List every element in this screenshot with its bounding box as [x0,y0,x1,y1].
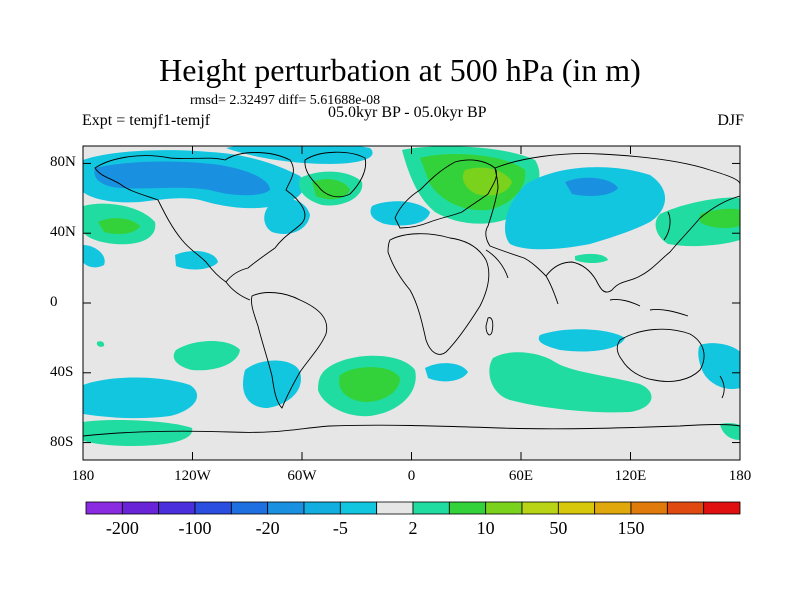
period-label: 05.0kyr BP - 05.0kyr BP [328,104,487,121]
colorbar-box [230,501,269,515]
x-tick-label: 180 [71,468,95,484]
y-tick-label: 0 [50,294,58,310]
colorbar-label: 10 [476,518,495,538]
y-tick-label: 80N [50,154,76,171]
colorbar-box [339,501,378,515]
colorbar-label: -5 [332,518,348,538]
x-tick-label: 0 [407,468,416,484]
x-tick-label: 180 [728,468,752,484]
season-label: DJF [717,112,744,129]
colorbar-label: -20 [255,518,280,538]
colorbar-box [85,501,123,515]
experiment-label: Expt = temjf1-temjf [82,112,211,129]
tick-marks [82,146,741,460]
colorbar-box [485,501,523,515]
colorbar-box [194,501,232,515]
stats-text: rmsd= 2.32497 diff= 5.61688e-08 [190,93,381,108]
colorbar-label: 2 [408,518,418,538]
colorbar-box [666,501,705,515]
colorbar-box [630,501,668,515]
colorbar-box [267,501,305,515]
colorbar-box [303,501,341,515]
y-tick-label: 80S [50,433,74,450]
colorbar-label: 150 [617,518,645,538]
x-tick-label: 60W [287,468,317,484]
colorbar-label: -100 [178,518,212,538]
colorbar-box [158,501,196,515]
colorbar-box [412,501,450,515]
coastline-layer [83,151,740,437]
colorbar-box [703,501,741,515]
y-tick-label: 40N [50,224,76,241]
colorbar-box [448,501,487,515]
colorbar [85,501,741,515]
colorbar-box [121,501,160,515]
x-tick-label: 60E [508,468,534,484]
plot-title: Height perturbation at 500 hPa (in m) [159,52,641,88]
colorbar-label: -200 [105,518,139,538]
y-tick-label: 40S [50,363,74,380]
x-tick-label: 120E [614,468,647,484]
colorbar-box [521,501,559,515]
colorbar-box [594,501,632,515]
colorbar-label: 50 [549,518,568,538]
colorbar-box [557,501,596,515]
x-tick-label: 120W [174,468,211,484]
contour-fill-layer [83,146,740,446]
colorbar-box [376,501,414,515]
